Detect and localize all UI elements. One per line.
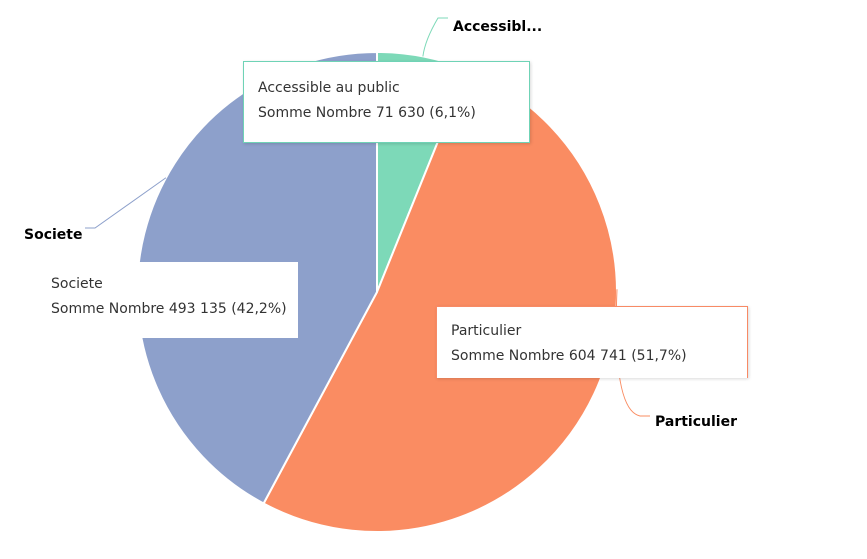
- label-accessible: Accessibl...: [453, 19, 542, 35]
- label-societe: Societe: [24, 227, 82, 243]
- tooltip-accessible-value: Somme Nombre 71 630 (6,1%): [258, 105, 476, 121]
- connector-societe: [85, 177, 167, 229]
- tooltip-accessible: Accessible au public Somme Nombre 71 630…: [243, 61, 530, 143]
- tooltip-accessible-title: Accessible au public: [258, 80, 400, 96]
- tooltip-particulier-title: Particulier: [451, 323, 522, 339]
- tooltip-societe-title: Societe: [51, 276, 103, 292]
- label-particulier: Particulier: [655, 414, 737, 430]
- connector-accessible: [422, 17, 448, 57]
- tooltip-particulier-value: Somme Nombre 604 741 (51,7%): [451, 348, 687, 364]
- tooltip-societe: Societe Somme Nombre 493 135 (42,2%): [34, 262, 298, 338]
- slice-particulier[interactable]: [262, 68, 618, 533]
- tooltip-particulier: Particulier Somme Nombre 604 741 (51,7%): [436, 306, 748, 378]
- tooltip-societe-value: Somme Nombre 493 135 (42,2%): [51, 301, 287, 317]
